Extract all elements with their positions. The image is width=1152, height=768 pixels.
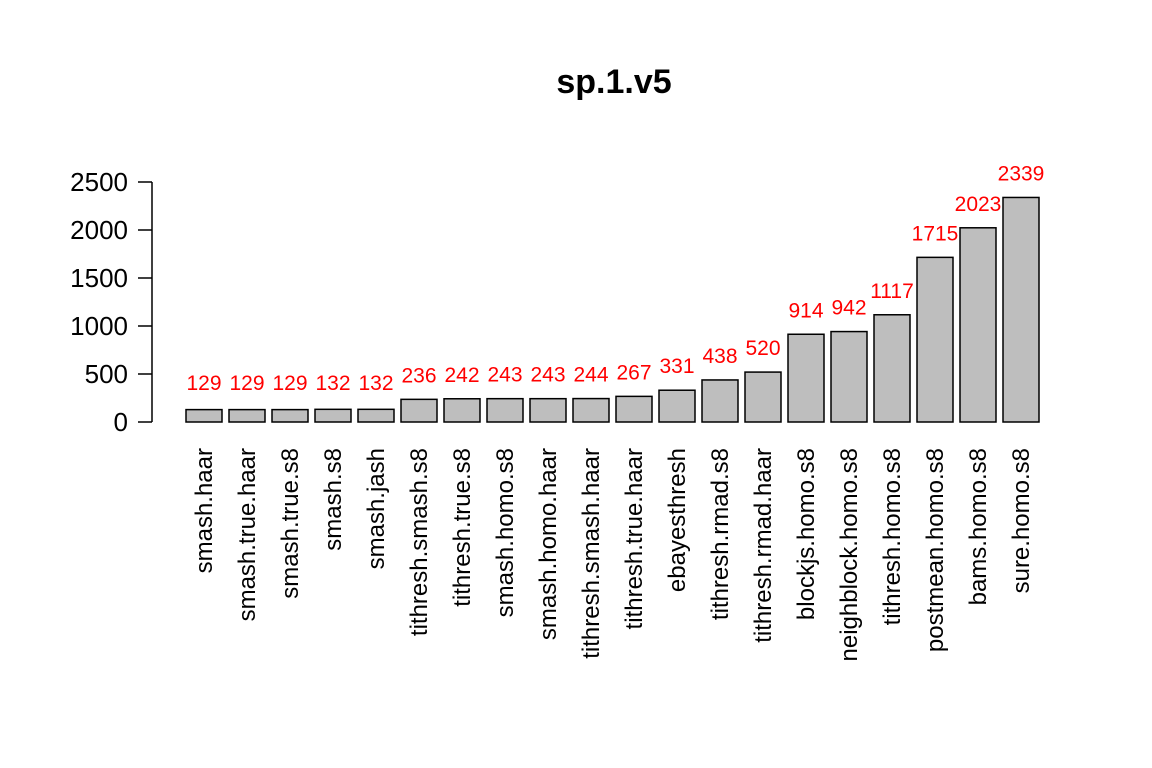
x-tick-label: smash.homo.s8 [492, 448, 519, 617]
bar [314, 408, 352, 423]
bar [1002, 196, 1040, 423]
data-label: 236 [401, 364, 436, 387]
data-label: 243 [530, 364, 565, 387]
y-tick-label: 2500 [70, 167, 128, 197]
x-tick-label: tithresh.rmad.haar [750, 448, 777, 643]
data-label: 2023 [955, 193, 1002, 216]
data-label: 244 [573, 364, 608, 387]
x-tick-label: smash.jash [363, 448, 390, 569]
x-tick-label: neighblock.homo.s8 [836, 448, 863, 661]
bar [357, 408, 395, 423]
x-tick-label: smash.true.haar [234, 448, 261, 621]
x-tick-label: tithresh.smash.haar [578, 448, 605, 659]
x-tick-label: smash.haar [191, 448, 218, 573]
x-tick-label: sure.homo.s8 [1008, 448, 1035, 593]
bars [185, 196, 1040, 423]
data-label: 242 [444, 364, 479, 387]
x-tick-label: bams.homo.s8 [965, 448, 992, 605]
y-tick-label: 2000 [70, 215, 128, 245]
bar [658, 389, 696, 423]
bar [959, 227, 997, 423]
bar [529, 397, 567, 423]
x-tick-label: smash.s8 [320, 448, 347, 551]
bar [830, 330, 868, 423]
bar [400, 398, 438, 423]
data-label: 129 [186, 372, 221, 395]
data-label: 1715 [912, 222, 959, 245]
y-tick-label: 500 [85, 359, 128, 389]
data-label: 520 [745, 337, 780, 360]
x-tick-label: blockjs.homo.s8 [793, 448, 820, 620]
data-label: 243 [487, 364, 522, 387]
y-tick-label: 1000 [70, 311, 128, 341]
x-tick-label: smash.true.s8 [277, 448, 304, 599]
bar [443, 398, 481, 423]
y-axis: 0 500 1000 1500 2000 2500 [70, 167, 153, 437]
data-label: 914 [788, 299, 823, 322]
bar [615, 395, 653, 423]
data-label: 132 [358, 372, 393, 395]
x-axis-labels: smash.haar smash.true.haar smash.true.s8 sm… [191, 448, 1035, 661]
x-tick-label: postmean.homo.s8 [922, 448, 949, 652]
bar [271, 408, 309, 423]
data-label: 132 [315, 372, 350, 395]
x-tick-label: smash.homo.haar [535, 448, 562, 640]
y-tick-label: 0 [114, 407, 128, 437]
chart-title: sp.1.v5 [556, 63, 671, 101]
data-label: 1117 [870, 280, 914, 303]
data-label: 331 [659, 355, 694, 378]
x-tick-label: tithresh.smash.s8 [406, 448, 433, 636]
bar [744, 371, 782, 423]
data-labels: 129 129 129 132 132 236 242 243 243 244 267 331 438 5… [186, 162, 1044, 395]
bar [916, 256, 954, 423]
x-tick-label: tithresh.rmad.s8 [707, 448, 734, 620]
bar [572, 397, 610, 423]
bar [486, 397, 524, 423]
bar [228, 408, 266, 423]
data-label: 2339 [998, 162, 1045, 185]
y-tick-label: 1500 [70, 263, 128, 293]
data-label: 438 [702, 345, 737, 368]
data-label: 129 [272, 372, 307, 395]
x-tick-label: ebayesthresh [664, 448, 691, 592]
bar [873, 314, 911, 423]
x-tick-label: tithresh.true.s8 [449, 448, 476, 607]
bar [787, 333, 825, 423]
data-label: 942 [831, 297, 866, 320]
x-tick-label: tithresh.homo.s8 [879, 448, 906, 625]
bar [701, 379, 739, 423]
data-label: 267 [616, 361, 651, 384]
bar [185, 408, 223, 423]
data-label: 129 [229, 372, 264, 395]
x-tick-label: tithresh.true.haar [621, 448, 648, 629]
